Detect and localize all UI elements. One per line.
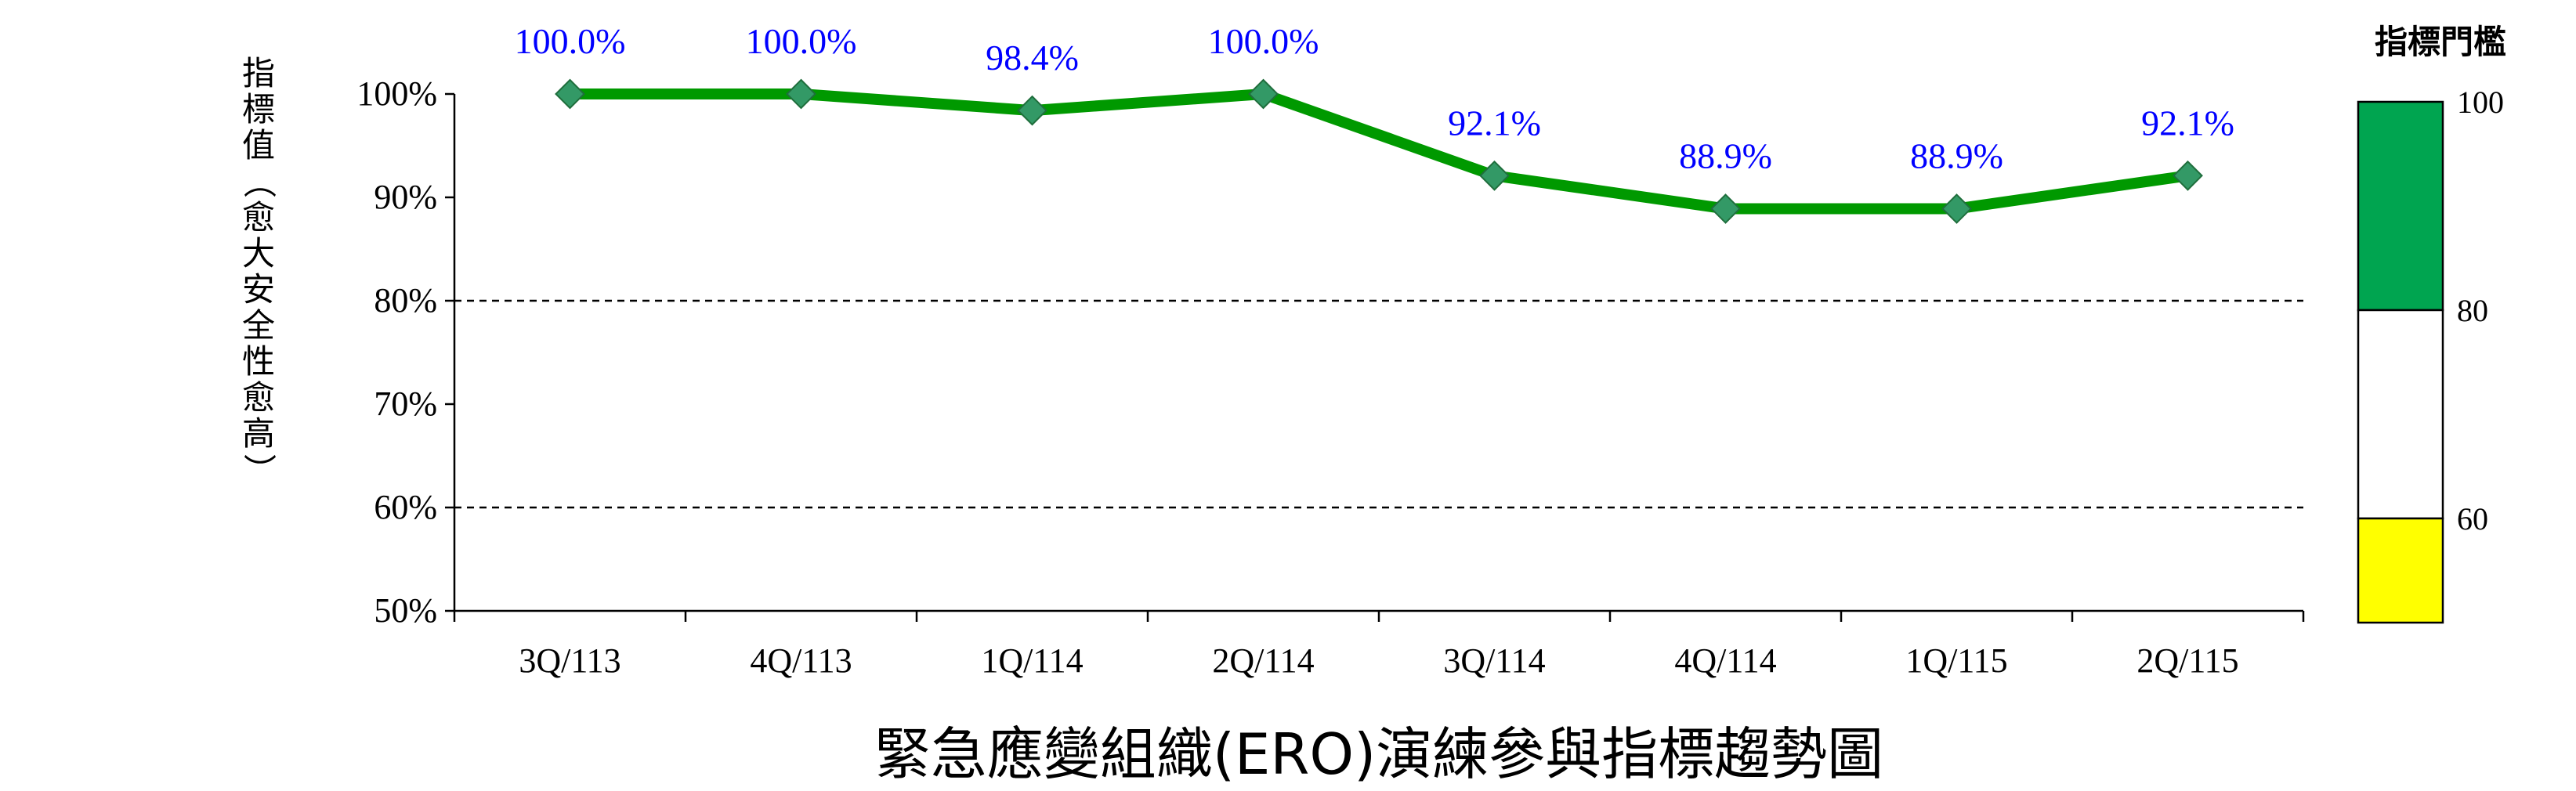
- y-axis-title-char: 高: [242, 414, 275, 453]
- x-tick-label: 1Q/114: [981, 641, 1083, 680]
- y-axis-title-char: 標: [242, 90, 275, 128]
- y-axis-title-char: 安: [242, 270, 275, 309]
- series-line: [570, 88, 2189, 215]
- data-point-marker: [1710, 193, 1741, 224]
- data-label: 88.9%: [1679, 136, 1772, 176]
- y-tick-label: 50%: [374, 591, 437, 630]
- y-tick-label: 100%: [356, 74, 437, 113]
- data-label: 92.1%: [1448, 103, 1541, 143]
- x-tick-label: 4Q/114: [1674, 641, 1776, 680]
- y-tick-label: 90%: [374, 178, 437, 216]
- threshold-legend: 指標門檻 100 80 60: [2357, 23, 2506, 624]
- data-point-marker: [1248, 78, 1279, 110]
- threshold-lines: [454, 299, 2303, 509]
- threshold-legend-tick: 60: [2457, 501, 2488, 536]
- y-tick-label: 70%: [374, 385, 437, 423]
- data-labels: 100.0% 100.0% 98.4% 100.0% 92.1% 88.9% 88.9% 92…: [515, 21, 2234, 176]
- x-tick-label: 3Q/114: [1443, 641, 1545, 680]
- y-tick-label: 60%: [374, 488, 437, 526]
- data-label: 100.0%: [1208, 21, 1319, 61]
- y-axis-title-char: 愈: [242, 198, 275, 237]
- threshold-legend-band: [2357, 309, 2444, 520]
- data-point-marker: [786, 78, 816, 110]
- y-tick-label: 80%: [374, 281, 437, 320]
- data-label: 100.0%: [746, 21, 857, 61]
- data-label: 98.4%: [986, 38, 1079, 78]
- threshold-legend-band: [2357, 100, 2444, 312]
- data-label: 100.0%: [515, 21, 626, 61]
- data-point-marker: [1941, 193, 1972, 224]
- y-axis-title-char: 指: [242, 54, 275, 92]
- series-group: [555, 78, 2203, 224]
- threshold-legend-title: 指標門檻: [2375, 23, 2506, 61]
- y-ticks: 50% 60% 70% 80% 90% 100%: [356, 74, 454, 630]
- y-axis-title-char: 全: [242, 306, 275, 345]
- threshold-legend-band: [2357, 517, 2444, 624]
- y-axis-title-char: 大: [242, 234, 275, 273]
- data-point-marker: [1479, 160, 1510, 191]
- threshold-legend-bands: [2357, 100, 2444, 624]
- y-axis-title-char: （: [240, 165, 278, 198]
- x-ticks: 3Q/113 4Q/113 1Q/114 2Q/114 3Q/114 4Q/114 1Q/1…: [453, 611, 2305, 680]
- y-axis-title-char: 性: [242, 342, 275, 381]
- x-tick-label: 4Q/113: [750, 641, 852, 680]
- y-axis-title-char: ）: [240, 453, 278, 486]
- chart-title: 緊急應變組織(ERO)演練參與指標趨勢圖: [874, 721, 1883, 787]
- data-point-marker: [2173, 160, 2203, 191]
- y-axis-title-char: 值: [242, 126, 275, 164]
- x-tick-label: 1Q/115: [1905, 641, 2007, 680]
- y-axis-title-char: 愈: [242, 378, 275, 417]
- x-tick-label: 2Q/114: [1212, 641, 1314, 680]
- threshold-legend-ticks: 100 80 60: [2457, 85, 2504, 536]
- threshold-legend-tick: 80: [2457, 293, 2488, 328]
- threshold-legend-tick: 100: [2457, 85, 2504, 120]
- data-label: 88.9%: [1910, 136, 2003, 176]
- data-point-marker: [555, 78, 585, 110]
- x-tick-label: 2Q/115: [2136, 641, 2238, 680]
- data-point-marker: [1017, 95, 1047, 126]
- data-label: 92.1%: [2141, 103, 2234, 143]
- x-tick-label: 3Q/113: [519, 641, 620, 680]
